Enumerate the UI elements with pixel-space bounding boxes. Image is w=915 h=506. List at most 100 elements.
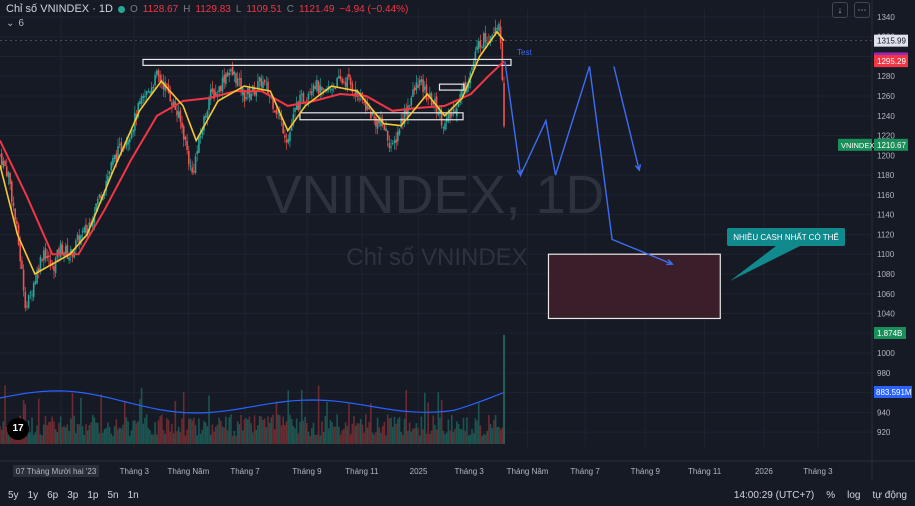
volume-bar — [282, 416, 284, 444]
resistance-box — [142, 58, 512, 66]
range-5y[interactable]: 5y — [8, 489, 19, 501]
range-1y[interactable]: 1y — [27, 489, 39, 501]
candle-body — [209, 89, 212, 100]
candle-body — [494, 27, 497, 35]
range-5d[interactable]: 5n — [107, 489, 119, 501]
candle-body — [294, 107, 296, 112]
volume-bar — [351, 423, 354, 444]
more-icon[interactable]: ⋯ — [854, 2, 870, 18]
candle-body — [391, 143, 394, 145]
x-tick-label: Tháng 3 — [454, 467, 484, 476]
clock[interactable]: 14:00:29 (UTC+7) — [733, 489, 815, 501]
candle-body — [147, 91, 150, 93]
volume-bar — [172, 433, 175, 444]
volume-bar — [415, 423, 418, 444]
volume-bar — [380, 432, 382, 444]
volume-bar — [103, 429, 106, 444]
watermark-title: VNINDEX, 1D — [265, 165, 604, 225]
range-6m[interactable]: 6p — [47, 489, 59, 501]
candle-body — [252, 85, 254, 93]
volume-bar — [297, 433, 300, 444]
volume-top-tag: 1.874B — [877, 329, 902, 338]
candle-body — [231, 66, 234, 76]
volume-bar — [135, 423, 138, 444]
range-3m[interactable]: 3p — [67, 489, 79, 501]
candle-body — [343, 81, 345, 83]
log-toggle[interactable]: log — [847, 489, 861, 501]
volume-bar — [370, 403, 372, 444]
candle-body — [127, 140, 129, 145]
candle-body — [44, 248, 47, 259]
price-tags: 1315.991297.981295.29VNINDEX1210.671.874… — [838, 34, 912, 398]
volume-bar — [36, 425, 38, 444]
candle-body — [297, 101, 300, 111]
x-tick-label: Tháng 3 — [120, 467, 150, 476]
callout-pointer — [730, 246, 800, 281]
symbol-tag-bg — [838, 138, 872, 151]
candle-body — [108, 171, 111, 175]
volume-ma-tag-bg — [874, 386, 912, 398]
x-tick-label: Tháng Năm — [507, 467, 549, 476]
range-1m[interactable]: 1p — [87, 489, 99, 501]
candle-body — [464, 82, 467, 90]
volume-bar — [341, 430, 343, 444]
volume-bar — [418, 435, 421, 444]
arrow-down-icon[interactable]: ↓ — [832, 2, 848, 18]
candle-body — [437, 113, 440, 116]
candle-body — [358, 98, 360, 100]
test-label: Test — [517, 48, 532, 57]
candle-body — [177, 111, 180, 118]
volume-bar — [430, 430, 433, 444]
volume-bar — [258, 415, 261, 444]
candle-body — [176, 110, 178, 116]
symbol-label[interactable]: Chỉ số VNINDEX · 1D — [6, 3, 113, 15]
candle-body — [263, 80, 266, 83]
low-value: 1109.51 — [246, 3, 282, 15]
x-tick-label: Tháng 7 — [570, 467, 600, 476]
bottom-bar: 5y 1y 6p 3p 1p 5n 1n 14:00:29 (UTC+7) % … — [0, 484, 915, 506]
volume-bar — [265, 427, 268, 444]
candle-body — [220, 85, 222, 92]
candle-body — [501, 42, 504, 81]
volume-bar — [491, 428, 494, 444]
volume-bar — [213, 431, 215, 444]
ema-fast-line — [0, 30, 505, 276]
candle-body — [182, 126, 185, 140]
volume-bar — [32, 434, 35, 444]
volume-bar — [343, 428, 345, 444]
volume-bar — [321, 421, 323, 444]
candle-body — [80, 235, 82, 245]
candle-body — [349, 77, 352, 85]
target-box — [547, 253, 721, 320]
volume-bar — [462, 417, 465, 444]
candle-body — [36, 269, 38, 284]
volume-bar — [44, 416, 47, 444]
volume-bar — [309, 435, 311, 444]
candle-body — [228, 73, 231, 75]
volume-bar — [447, 419, 450, 444]
candle-body — [346, 76, 349, 89]
x-tick-label: Tháng 11 — [345, 467, 379, 476]
candle-body — [329, 87, 332, 89]
volume-bar — [137, 421, 140, 444]
candle-body — [120, 142, 123, 152]
candle-body — [336, 77, 338, 88]
volume-bar — [46, 425, 48, 444]
indicators-toggle[interactable]: ⌄ 6 — [6, 18, 24, 29]
candle-body — [21, 260, 23, 270]
volume-bar — [191, 420, 193, 444]
volume-bar — [167, 419, 170, 444]
callout-box[interactable] — [727, 228, 845, 246]
volume-bar — [391, 426, 394, 444]
auto-toggle[interactable]: tự động — [872, 489, 908, 501]
percent-toggle[interactable]: % — [826, 489, 836, 501]
candle-body — [145, 91, 148, 96]
candle-body — [258, 76, 261, 82]
range-1d[interactable]: 1n — [127, 489, 139, 501]
volume-bar — [248, 416, 251, 444]
tradingview-logo-icon[interactable]: 17 — [7, 418, 29, 440]
volume-bar — [338, 426, 340, 444]
candle-body — [354, 88, 357, 97]
candle-body — [107, 176, 109, 183]
